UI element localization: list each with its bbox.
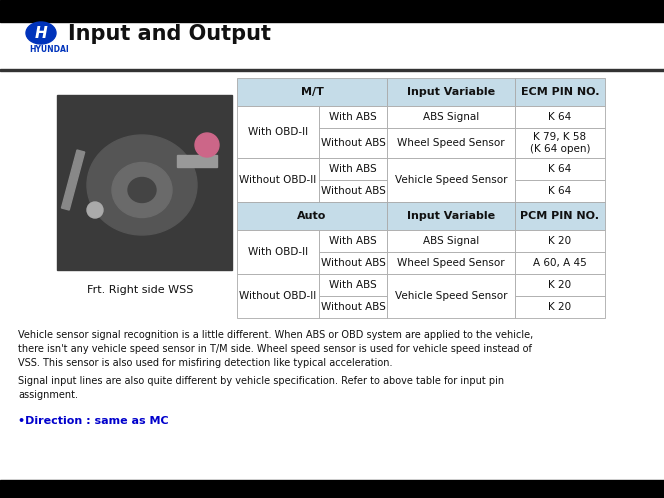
Text: With OBD-II: With OBD-II <box>248 247 308 257</box>
Text: ECM PIN NO.: ECM PIN NO. <box>521 87 599 97</box>
Text: •Direction : same as MC: •Direction : same as MC <box>18 416 169 426</box>
Text: Vehicle Speed Sensor: Vehicle Speed Sensor <box>395 175 507 185</box>
Text: H: H <box>35 25 47 40</box>
Bar <box>62 150 85 210</box>
Bar <box>515 252 605 274</box>
Bar <box>319 230 387 252</box>
Text: K 64: K 64 <box>548 164 572 174</box>
Bar <box>319 274 387 296</box>
Bar <box>319 252 387 274</box>
Text: Without ABS: Without ABS <box>321 138 385 148</box>
Text: With ABS: With ABS <box>329 164 377 174</box>
Bar <box>237 106 319 158</box>
Text: K 79, K 58
(K 64 open): K 79, K 58 (K 64 open) <box>530 132 590 154</box>
Bar <box>515 78 605 106</box>
Text: K 20: K 20 <box>548 302 572 312</box>
Bar <box>387 78 515 106</box>
Text: K 64: K 64 <box>548 186 572 196</box>
Bar <box>319 106 387 128</box>
Bar <box>515 202 605 230</box>
Text: Input Variable: Input Variable <box>407 87 495 97</box>
Text: With OBD-II: With OBD-II <box>248 127 308 137</box>
Text: M/T: M/T <box>301 87 323 97</box>
Bar <box>515 158 605 180</box>
Bar <box>0 69 664 71</box>
Text: With ABS: With ABS <box>329 280 377 290</box>
Bar <box>319 128 387 158</box>
Text: A 60, A 45: A 60, A 45 <box>533 258 587 268</box>
Bar <box>515 274 605 296</box>
Bar <box>319 296 387 318</box>
Text: With ABS: With ABS <box>329 112 377 122</box>
Text: Frt. Right side WSS: Frt. Right side WSS <box>87 285 193 295</box>
Bar <box>57 95 232 270</box>
Bar <box>387 158 515 202</box>
Bar <box>387 106 515 128</box>
Bar <box>515 128 605 158</box>
Text: ABS Signal: ABS Signal <box>423 112 479 122</box>
Bar <box>387 230 515 252</box>
Bar <box>319 158 387 180</box>
Bar <box>515 296 605 318</box>
Bar <box>0 0 664 22</box>
Bar <box>387 274 515 318</box>
Bar <box>515 106 605 128</box>
Bar <box>237 158 319 202</box>
Bar <box>387 128 515 158</box>
Bar <box>0 480 664 498</box>
Text: K 20: K 20 <box>548 280 572 290</box>
Text: Wheel Speed Sensor: Wheel Speed Sensor <box>397 258 505 268</box>
Text: Input Variable: Input Variable <box>407 211 495 221</box>
Text: Without ABS: Without ABS <box>321 258 385 268</box>
Bar <box>387 252 515 274</box>
Text: Without ABS: Without ABS <box>321 186 385 196</box>
Ellipse shape <box>26 22 56 44</box>
Bar <box>237 230 319 274</box>
Text: With ABS: With ABS <box>329 236 377 246</box>
Text: Signal input lines are also quite different by vehicle specification. Refer to a: Signal input lines are also quite differ… <box>18 376 504 400</box>
Bar <box>515 180 605 202</box>
Ellipse shape <box>87 135 197 235</box>
Ellipse shape <box>112 162 172 218</box>
Text: Vehicle sensor signal recognition is a little different. When ABS or OBD system : Vehicle sensor signal recognition is a l… <box>18 330 533 368</box>
Text: Wheel Speed Sensor: Wheel Speed Sensor <box>397 138 505 148</box>
Bar <box>387 202 515 230</box>
Ellipse shape <box>128 177 156 203</box>
Text: K 64: K 64 <box>548 112 572 122</box>
Bar <box>0 22 664 70</box>
Text: ABS Signal: ABS Signal <box>423 236 479 246</box>
Text: PCM PIN NO.: PCM PIN NO. <box>521 211 600 221</box>
Text: K 20: K 20 <box>548 236 572 246</box>
Text: Input and Output: Input and Output <box>68 24 271 44</box>
Text: Auto: Auto <box>297 211 327 221</box>
Text: Without ABS: Without ABS <box>321 302 385 312</box>
Text: Without OBD-II: Without OBD-II <box>240 175 317 185</box>
Text: HYUNDAI: HYUNDAI <box>29 45 69 54</box>
Text: Vehicle Speed Sensor: Vehicle Speed Sensor <box>395 291 507 301</box>
Bar <box>515 230 605 252</box>
Bar <box>319 180 387 202</box>
Bar <box>237 202 387 230</box>
Circle shape <box>87 202 103 218</box>
Bar <box>237 274 319 318</box>
Bar <box>177 155 217 167</box>
Text: Without OBD-II: Without OBD-II <box>240 291 317 301</box>
Circle shape <box>195 133 219 157</box>
Bar <box>237 78 387 106</box>
